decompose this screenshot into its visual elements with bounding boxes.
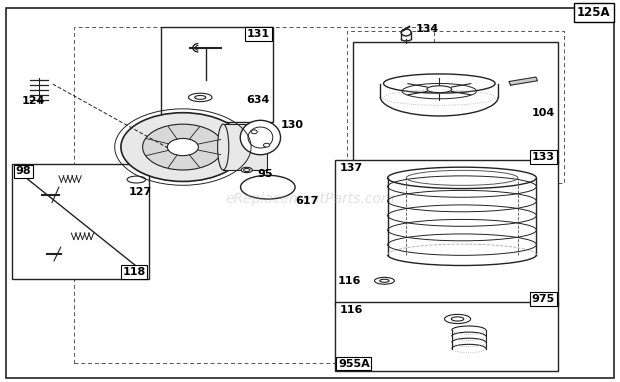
Text: 124: 124 xyxy=(22,96,45,105)
Ellipse shape xyxy=(127,176,146,183)
Text: 116: 116 xyxy=(340,305,363,315)
Ellipse shape xyxy=(379,279,389,282)
Text: 134: 134 xyxy=(415,24,439,34)
Ellipse shape xyxy=(121,113,245,181)
Bar xyxy=(335,160,558,306)
Text: 95: 95 xyxy=(257,169,273,179)
Text: 617: 617 xyxy=(295,196,319,206)
Text: 127: 127 xyxy=(129,187,153,197)
Polygon shape xyxy=(509,77,538,85)
Ellipse shape xyxy=(264,143,270,147)
Text: 131: 131 xyxy=(247,29,270,39)
Ellipse shape xyxy=(143,124,223,170)
Ellipse shape xyxy=(374,277,394,284)
Text: 634: 634 xyxy=(246,95,270,105)
Text: 125A: 125A xyxy=(577,6,611,19)
Ellipse shape xyxy=(427,86,452,93)
Text: 133: 133 xyxy=(532,152,555,162)
Text: eReplacementParts.com: eReplacementParts.com xyxy=(225,192,395,206)
Ellipse shape xyxy=(241,175,295,199)
Ellipse shape xyxy=(240,120,280,155)
Bar xyxy=(74,27,434,363)
Bar xyxy=(223,124,267,170)
Text: 98: 98 xyxy=(16,166,31,176)
Ellipse shape xyxy=(248,127,273,148)
Text: 116: 116 xyxy=(338,276,361,286)
Text: 130: 130 xyxy=(281,120,304,130)
Bar xyxy=(12,164,149,279)
Text: 104: 104 xyxy=(531,108,555,118)
Ellipse shape xyxy=(244,168,250,172)
Bar xyxy=(335,302,558,371)
Text: 137: 137 xyxy=(340,163,363,173)
Ellipse shape xyxy=(167,139,198,156)
Ellipse shape xyxy=(251,130,257,134)
Text: 955A: 955A xyxy=(338,359,370,369)
Ellipse shape xyxy=(241,167,252,173)
Bar xyxy=(347,31,564,183)
Text: 118: 118 xyxy=(122,267,146,277)
Ellipse shape xyxy=(188,93,212,102)
Bar xyxy=(353,42,558,164)
Ellipse shape xyxy=(451,317,464,321)
Ellipse shape xyxy=(445,314,471,324)
Ellipse shape xyxy=(195,96,206,99)
Ellipse shape xyxy=(401,29,411,36)
Ellipse shape xyxy=(218,124,229,170)
Bar xyxy=(161,27,273,122)
Text: 975: 975 xyxy=(531,294,555,304)
